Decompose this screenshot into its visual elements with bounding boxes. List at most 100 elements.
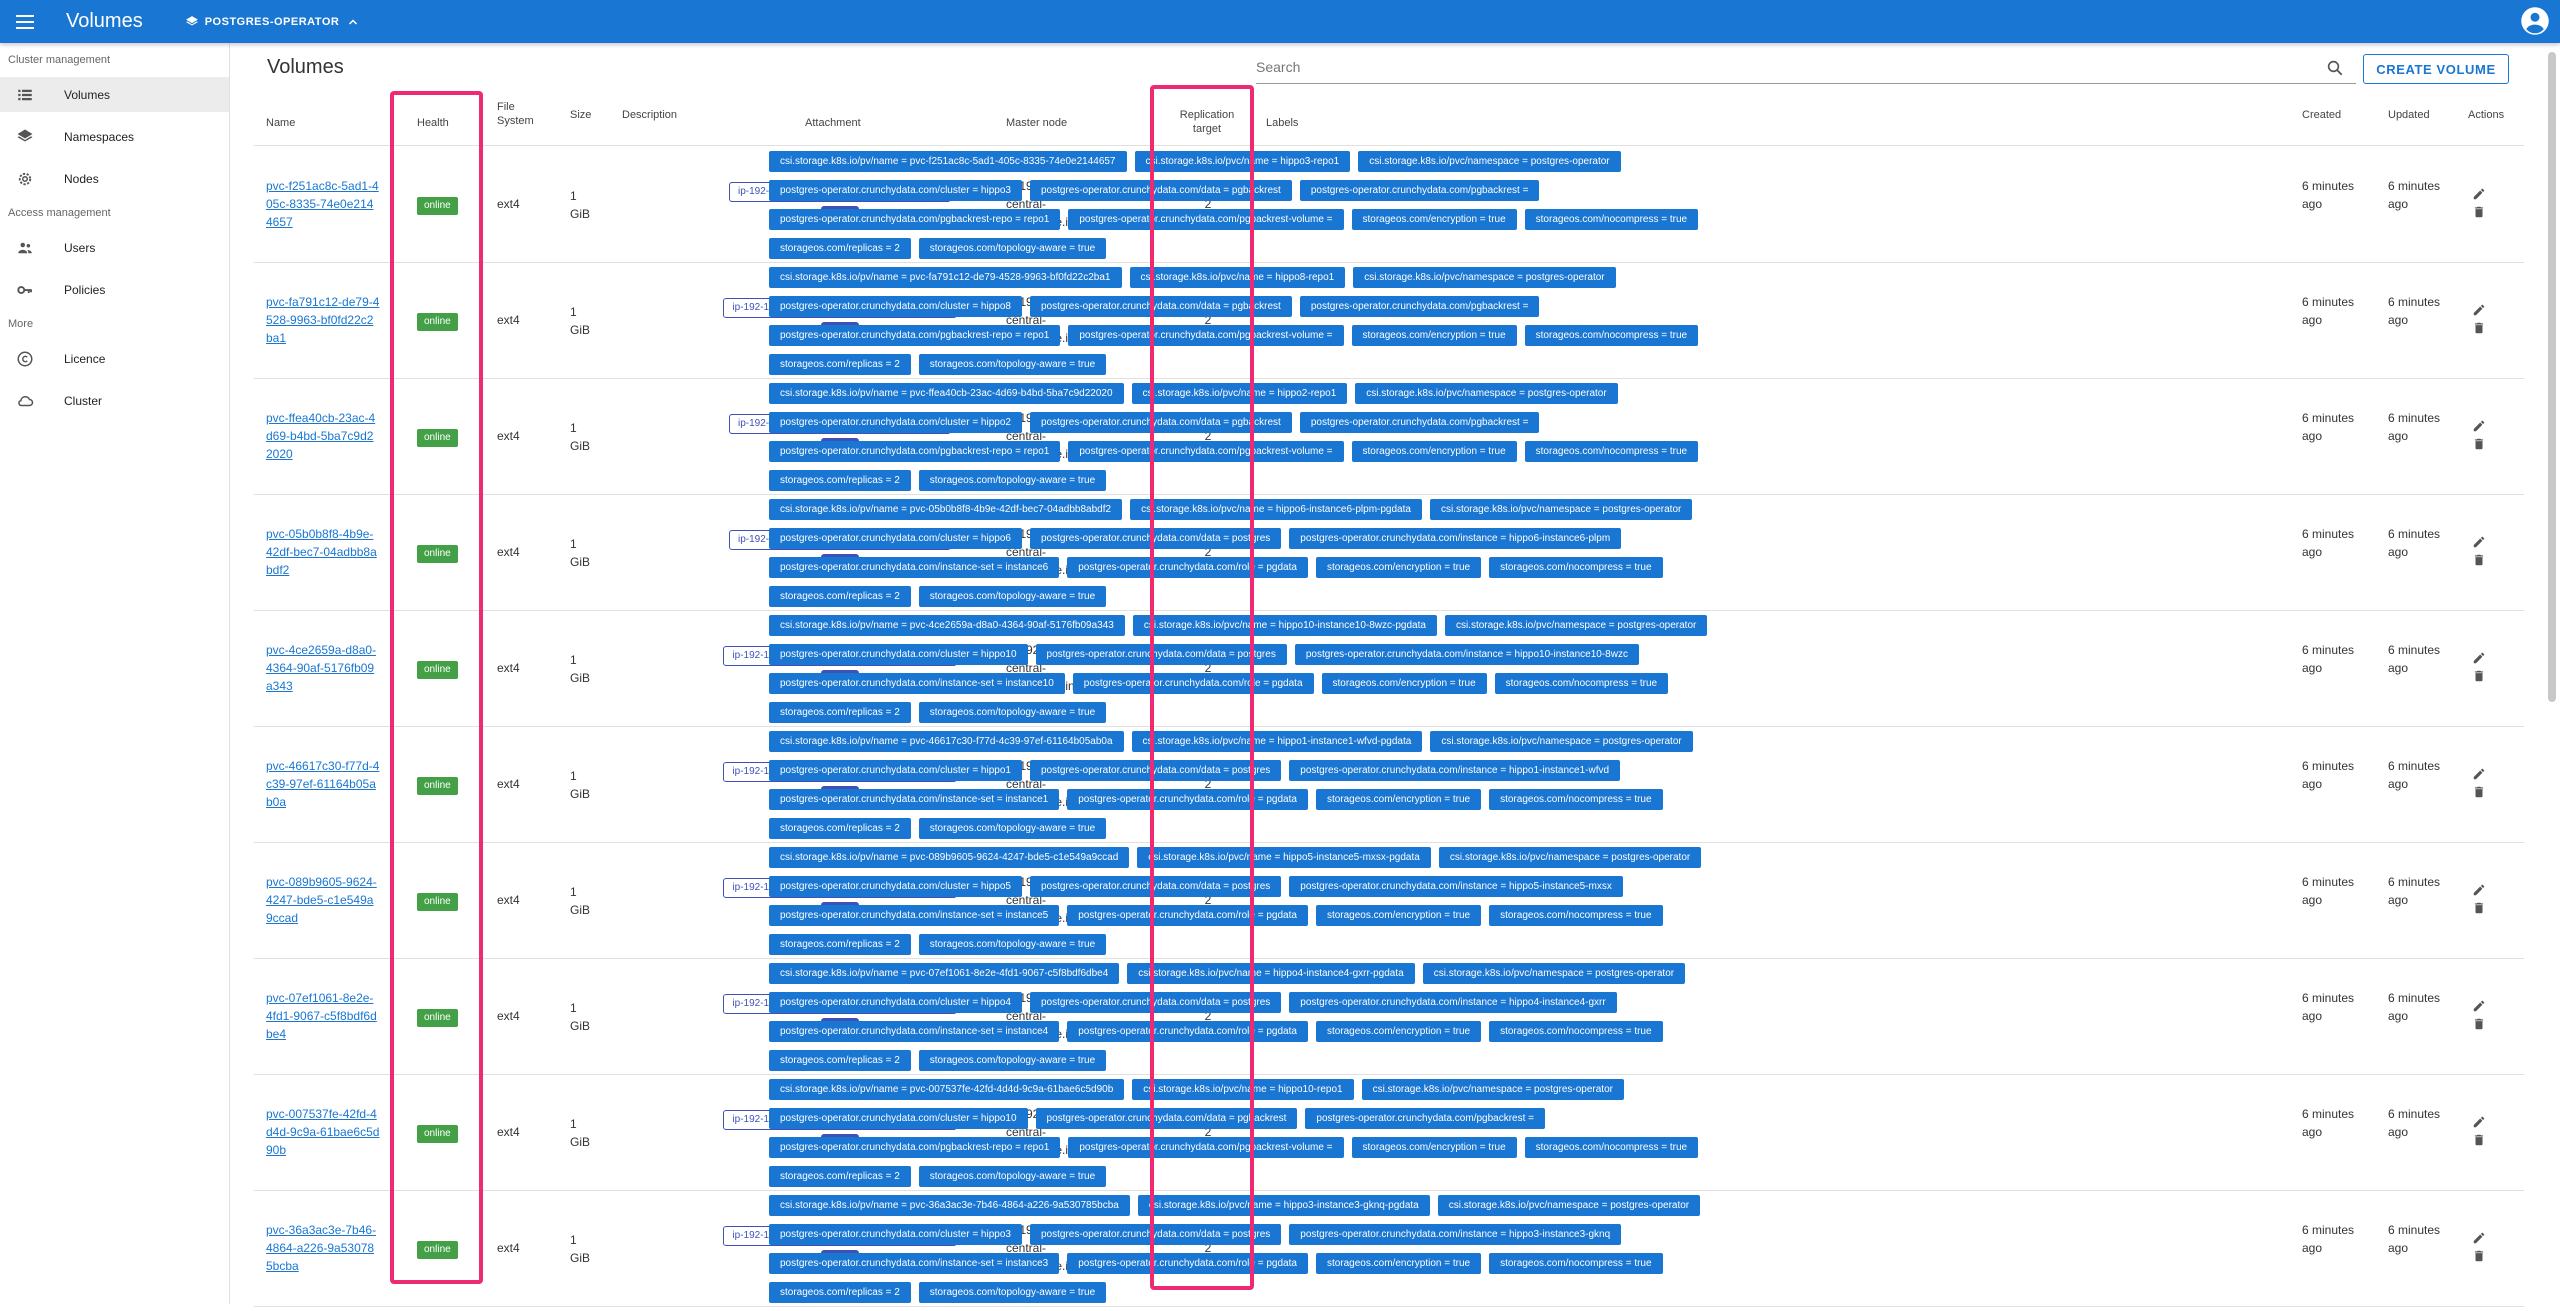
edit-icon[interactable]	[2472, 883, 2492, 899]
label-chip: postgres-operator.crunchydata.com/instan…	[769, 789, 1060, 810]
size: 1 GiB	[570, 305, 591, 337]
label-chip: postgres-operator.crunchydata.com/pgback…	[1068, 441, 1344, 462]
delete-icon[interactable]	[2472, 321, 2492, 337]
sidebar-section-title: Cluster management	[8, 54, 111, 66]
volume-name-link[interactable]: pvc-05b0b8f8-4b9e-42df-bec7-04adbb8abdf2	[266, 527, 377, 577]
volume-name-link[interactable]: pvc-089b9605-9624-4247-bde5-c1e549a9ccad	[266, 875, 377, 925]
delete-icon[interactable]	[2472, 1133, 2492, 1149]
edit-icon[interactable]	[2472, 1115, 2492, 1131]
delete-icon[interactable]	[2472, 901, 2492, 917]
search-bar	[1256, 52, 2356, 84]
header-attachment[interactable]: Attachment	[805, 117, 861, 129]
edit-icon[interactable]	[2472, 999, 2492, 1015]
header-name[interactable]: Name	[266, 117, 296, 129]
sidebar-item-label: Policies	[64, 282, 106, 297]
label-chip: postgres-operator.crunchydata.com/pgback…	[769, 441, 1061, 462]
size: 1 GiB	[570, 653, 591, 685]
header-description[interactable]: Description	[622, 109, 678, 121]
header-actions: Actions	[2468, 109, 2505, 121]
delete-icon[interactable]	[2472, 205, 2492, 221]
header-file-system[interactable]: File System	[497, 101, 534, 127]
label-chip: csi.storage.k8s.io/pvc/namespace = postg…	[1361, 1079, 1624, 1100]
sidebar-item-namespaces[interactable]: Namespaces	[0, 119, 229, 154]
sidebar-item-volumes[interactable]: Volumes	[0, 77, 229, 112]
file-system: ext4	[497, 545, 520, 559]
volume-name-link[interactable]: pvc-007537fe-42fd-4d4d-9c9a-61bae6c5d90b	[266, 1107, 380, 1157]
scrollbar[interactable]	[2548, 52, 2556, 702]
delete-icon[interactable]	[2472, 1017, 2492, 1033]
label-chip: storageos.com/topology-aware = true	[918, 702, 1107, 723]
sidebar-item-users[interactable]: Users	[0, 230, 229, 265]
health-cell: online	[417, 1239, 458, 1259]
sidebar-item-cluster[interactable]: Cluster	[0, 383, 229, 418]
header-master-node[interactable]: Master node	[1006, 117, 1068, 129]
sidebar-item-label: Namespaces	[64, 129, 135, 144]
label-chip: storageos.com/nocompress = true	[1524, 1137, 1699, 1158]
table-row: pvc-ffea40cb-23ac-4d69-b4bd-5ba7c9d22020…	[254, 379, 2524, 495]
delete-icon[interactable]	[2472, 669, 2492, 685]
table-header: Name Health File System Size Description…	[254, 90, 2524, 146]
delete-icon[interactable]	[2472, 553, 2492, 569]
file-system: ext4	[497, 429, 520, 443]
sidebar-item-policies[interactable]: Policies	[0, 272, 229, 307]
delete-icon[interactable]	[2472, 437, 2492, 453]
label-chip: csi.storage.k8s.io/pvc/namespace = postg…	[1437, 1195, 1701, 1216]
sidebar-item-nodes[interactable]: Nodes	[0, 161, 229, 196]
labels-cell: csi.storage.k8s.io/pv/name = pvc-089b960…	[769, 847, 1769, 963]
label-chip: postgres-operator.crunchydata.com/instan…	[769, 905, 1060, 926]
sidebar-item-licence[interactable]: Licence	[0, 341, 229, 376]
health-cell: online	[417, 775, 458, 795]
label-chip: csi.storage.k8s.io/pvc/namespace = postg…	[1438, 847, 1702, 868]
actions-cell	[2472, 535, 2492, 569]
volume-name-link[interactable]: pvc-ffea40cb-23ac-4d69-b4bd-5ba7c9d22020	[266, 411, 376, 461]
search-input[interactable]	[1256, 52, 2296, 82]
edit-icon[interactable]	[2472, 187, 2492, 203]
label-chip: csi.storage.k8s.io/pvc/namespace = postg…	[1429, 499, 1693, 520]
edit-icon[interactable]	[2472, 767, 2492, 783]
sidebar-item-label: Cluster	[64, 393, 103, 408]
label-chip: storageos.com/replicas = 2	[769, 470, 911, 491]
volume-name-link[interactable]: pvc-f251ac8c-5ad1-405c-8335-74e0e2144657	[266, 179, 379, 229]
edit-icon[interactable]	[2472, 535, 2492, 551]
file-system: ext4	[497, 197, 520, 211]
edit-icon[interactable]	[2472, 303, 2492, 319]
edit-icon[interactable]	[2472, 651, 2492, 667]
header-size[interactable]: Size	[570, 109, 592, 121]
header-created[interactable]: Created	[2302, 109, 2342, 121]
menu-icon[interactable]	[16, 14, 34, 29]
label-chip: storageos.com/replicas = 2	[769, 586, 911, 607]
size: 1 GiB	[570, 421, 591, 453]
label-chip: postgres-operator.crunchydata.com/role =…	[1067, 557, 1308, 578]
edit-icon[interactable]	[2472, 1231, 2492, 1247]
layers-icon	[16, 128, 34, 146]
delete-icon[interactable]	[2472, 1249, 2492, 1265]
created-time: 6 minutes ago	[2302, 1107, 2355, 1139]
file-system: ext4	[497, 777, 520, 791]
volume-name-link[interactable]: pvc-fa791c12-de79-4528-9963-bf0fd22c2ba1	[266, 295, 380, 345]
header-health[interactable]: Health	[417, 117, 449, 129]
header-replication-target[interactable]: Replication target	[1179, 109, 1235, 135]
volume-name-link[interactable]: pvc-4ce2659a-d8a0-4364-90af-5176fb09a343	[266, 643, 377, 693]
label-chip: csi.storage.k8s.io/pvc/name = hippo2-rep…	[1131, 383, 1348, 404]
chevron-up-icon	[349, 18, 358, 25]
status-badge: online	[417, 197, 458, 215]
create-volume-button[interactable]: CREATE VOLUME	[2363, 54, 2509, 84]
size: 1 GiB	[570, 885, 591, 917]
delete-icon[interactable]	[2472, 785, 2492, 801]
file-system: ext4	[497, 313, 520, 327]
search-icon[interactable]	[2326, 59, 2344, 77]
labels-cell: csi.storage.k8s.io/pv/name = pvc-05b0b8f…	[769, 499, 1769, 615]
namespace-selector[interactable]: POSTGRES-OPERATOR	[185, 15, 366, 29]
volume-name-link[interactable]: pvc-07ef1061-8e2e-4fd1-9067-c5f8bdf6dbe4	[266, 991, 377, 1041]
created-time: 6 minutes ago	[2302, 179, 2355, 211]
volume-name-link[interactable]: pvc-46617c30-f77d-4c39-97ef-61164b05ab0a	[266, 759, 380, 809]
replication-target: 2	[1204, 313, 1212, 327]
label-chip: storageos.com/nocompress = true	[1489, 789, 1663, 810]
account-icon[interactable]	[2520, 6, 2550, 36]
volume-name-link[interactable]: pvc-36a3ac3e-7b46-4864-a226-9a530785bcba	[266, 1223, 377, 1273]
edit-icon[interactable]	[2472, 419, 2492, 435]
file-system: ext4	[497, 661, 520, 675]
label-chip: storageos.com/encryption = true	[1315, 1253, 1482, 1274]
table-row: pvc-f251ac8c-5ad1-405c-8335-74e0e2144657…	[254, 147, 2524, 263]
header-updated[interactable]: Updated	[2388, 109, 2430, 121]
